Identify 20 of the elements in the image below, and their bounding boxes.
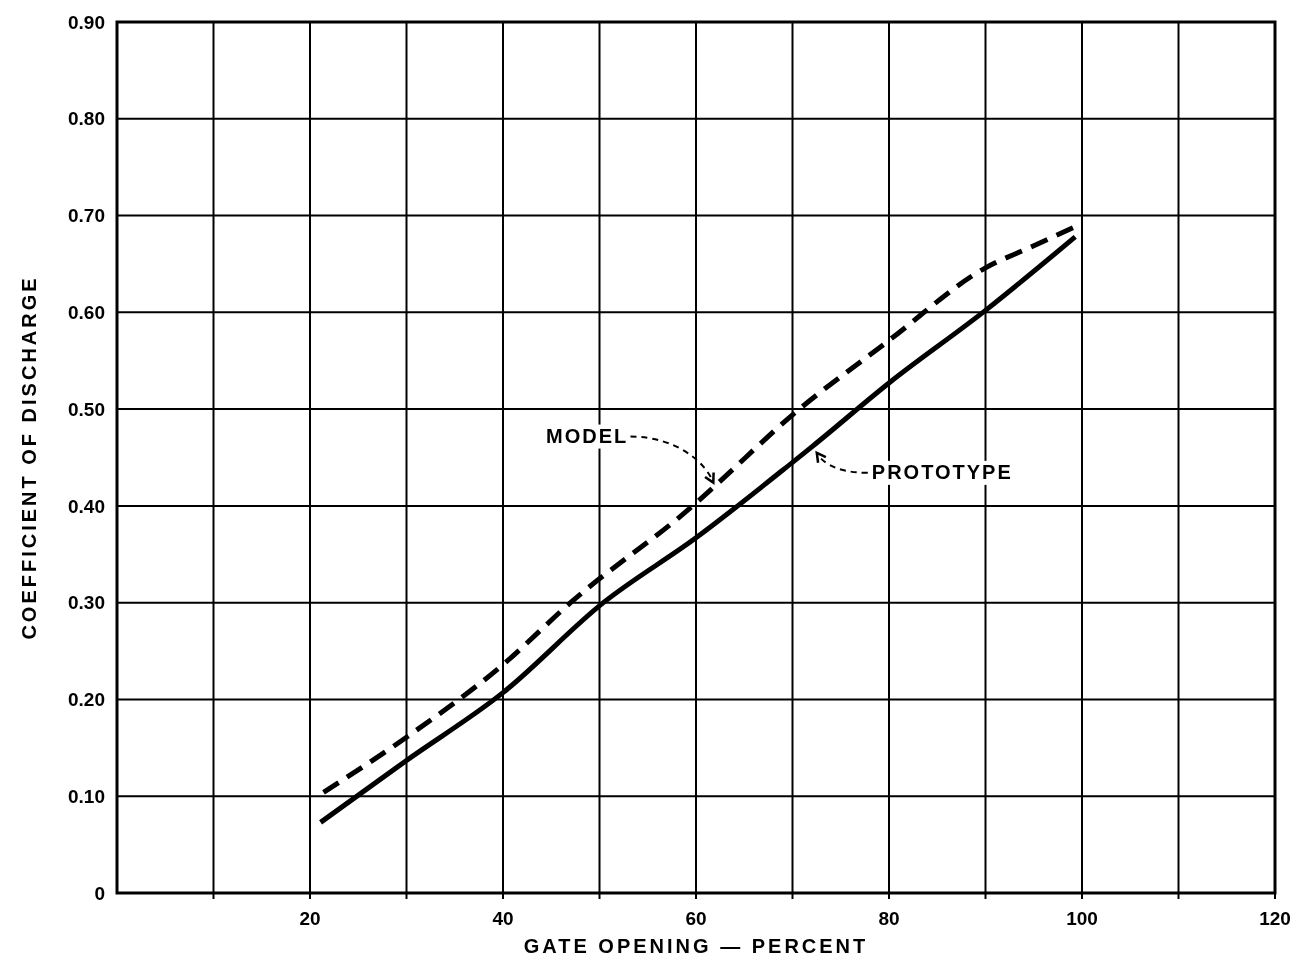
y-tick-label: 0.30 (68, 592, 105, 614)
x-tick-label: 40 (492, 908, 514, 929)
y-tick-label: 0.20 (68, 689, 105, 711)
annotation: MODEL (546, 424, 629, 447)
x-tick-label: 60 (685, 908, 707, 929)
y-tick-label: 0.70 (68, 205, 105, 227)
y-tick-label: 0.80 (68, 108, 105, 130)
x-tick-label: 120 (1259, 908, 1291, 929)
y-tick-label: 0.60 (68, 301, 105, 323)
y-tick-label: 0 (94, 882, 105, 904)
annotation: PROTOTYPE (871, 460, 1013, 483)
x-tick-label: 80 (878, 908, 900, 929)
x-tick-label: 20 (299, 908, 321, 929)
y-tick-label: 0.40 (68, 495, 105, 517)
x-tick-label: 100 (1066, 908, 1098, 929)
y-tick-label: 0.90 (68, 11, 105, 33)
y-axis-title: COEFFICIENT OF DISCHARGE (18, 275, 40, 640)
y-tick-label: 0.50 (68, 398, 105, 420)
y-tick-label: 0.10 (68, 785, 105, 807)
x-axis-title: GATE OPENING — PERCENT (523, 935, 869, 957)
